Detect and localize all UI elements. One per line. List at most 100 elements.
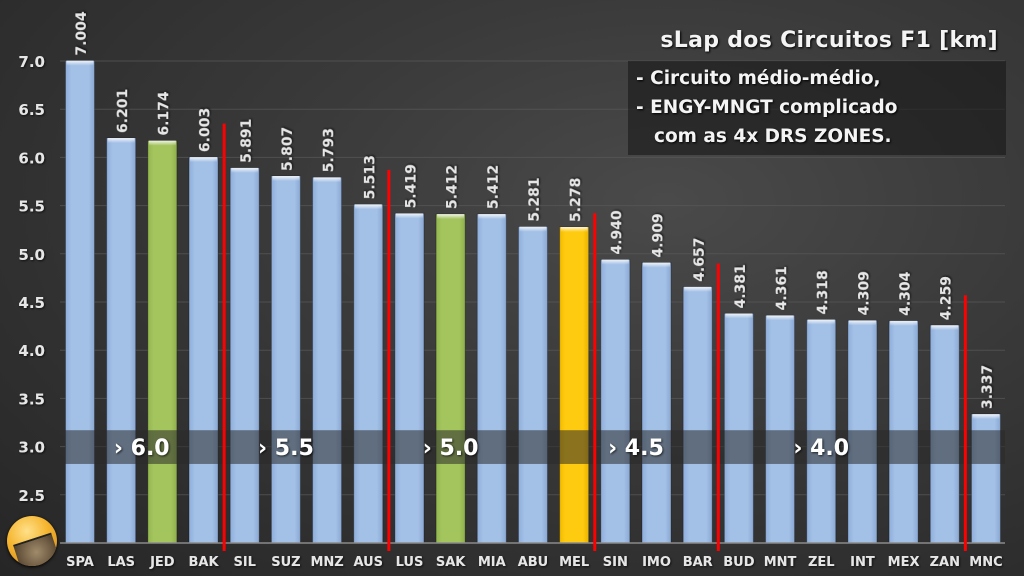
bar-bak xyxy=(188,156,219,544)
bar-bud xyxy=(723,312,754,544)
x-tick-label: MNZ xyxy=(310,555,343,570)
band-label: › 6.0 xyxy=(114,436,170,461)
x-tick-label: MEL xyxy=(559,555,589,570)
bar-imo xyxy=(641,262,672,544)
data-label: 7.004 xyxy=(74,11,90,56)
x-tick-label: SPA xyxy=(66,555,94,570)
data-label: 4.259 xyxy=(939,276,955,320)
bar-highlight xyxy=(643,262,671,268)
bar-mia xyxy=(476,213,507,544)
bar-highlight xyxy=(354,204,382,210)
bar-bar xyxy=(682,286,713,544)
y-tick-label: 7.0 xyxy=(18,53,45,71)
data-label: 4.361 xyxy=(774,266,790,310)
y-tick-label: 4.5 xyxy=(18,294,45,312)
band-label: › 4.0 xyxy=(793,436,849,461)
data-label: 4.318 xyxy=(815,270,831,314)
data-label: 5.891 xyxy=(239,119,255,163)
data-label: 4.309 xyxy=(856,271,872,315)
note-line-2: - ENGY-MNGT complicado xyxy=(636,97,898,118)
bar-lus xyxy=(394,212,425,544)
band-rect xyxy=(65,430,1005,464)
bar xyxy=(723,312,754,544)
bar xyxy=(353,203,384,544)
threshold-band: › 6.0 › 5.5 › 5.0 › 4.5 › 4.0 xyxy=(65,430,1005,464)
x-tick-label: LUS xyxy=(396,555,424,570)
x-tick-label: BAK xyxy=(189,555,220,570)
x-tick-label: JED xyxy=(149,555,175,570)
bar-highlight xyxy=(231,167,259,173)
bar-las xyxy=(106,137,137,544)
data-label: 5.419 xyxy=(403,164,419,208)
bar xyxy=(229,167,260,544)
band-label: › 4.5 xyxy=(608,436,664,461)
data-label: 6.003 xyxy=(198,108,214,152)
x-tick-label: MIA xyxy=(478,555,506,570)
bar-highlight xyxy=(437,214,465,220)
bar-highlight xyxy=(66,60,94,66)
x-tick-label: AUS xyxy=(353,555,383,570)
y-tick-label: 3.5 xyxy=(18,390,45,408)
notes-box: - Circuito médio-médio, - ENGY-MNGT comp… xyxy=(628,61,1006,155)
bar-jed xyxy=(147,140,178,544)
bar xyxy=(188,156,219,544)
bar-highlight xyxy=(601,259,629,265)
bar xyxy=(147,140,178,544)
x-tick-label: SUZ xyxy=(271,555,300,570)
x-tick-label: BUD xyxy=(723,555,754,570)
x-tick-label: INT xyxy=(850,555,875,570)
data-label: 4.909 xyxy=(651,213,667,257)
bar-mnz xyxy=(312,176,343,544)
band-label: › 5.0 xyxy=(423,436,479,461)
note-line-1: - Circuito médio-médio, xyxy=(636,68,881,89)
bar-highlight xyxy=(766,315,794,321)
note-line-3: com as 4x DRS ZONES. xyxy=(654,126,892,147)
y-axis: 2.5 3.0 3.5 4.0 4.5 5.0 5.5 6.0 6.5 7.0 xyxy=(18,53,45,505)
bar xyxy=(65,60,95,544)
x-tick-label: ABU xyxy=(518,555,549,570)
bar-highlight xyxy=(272,176,300,182)
bar-highlight xyxy=(148,140,176,146)
bar-highlight xyxy=(684,286,712,292)
data-label: 6.174 xyxy=(156,91,172,136)
bar xyxy=(600,259,631,544)
bar-highlight xyxy=(519,226,547,232)
y-tick-label: 6.5 xyxy=(18,101,45,119)
x-tick-label: MNC xyxy=(969,555,1002,570)
bar xyxy=(435,213,466,544)
bar-aus xyxy=(353,203,384,544)
bar xyxy=(270,175,301,544)
bar-highlight xyxy=(107,138,135,144)
bar xyxy=(765,314,796,544)
y-tick-label: 2.5 xyxy=(18,487,45,505)
x-tick-label: LAS xyxy=(107,555,135,570)
chart-title: sLap dos Circuitos F1 [km] xyxy=(660,28,998,53)
bar-highlight xyxy=(313,177,341,183)
x-tick-label: SIL xyxy=(233,555,255,570)
cat-face-icon xyxy=(13,532,57,566)
bar xyxy=(394,212,425,544)
data-label: 5.513 xyxy=(362,155,378,199)
x-tick-label: BAR xyxy=(683,555,713,570)
avatar xyxy=(7,516,57,566)
x-tick-label: IMO xyxy=(642,555,671,570)
bar xyxy=(476,213,507,544)
data-label: 5.412 xyxy=(445,165,461,209)
y-tick-label: 5.0 xyxy=(18,246,45,264)
x-tick-label: ZEL xyxy=(808,555,835,570)
data-label: 5.278 xyxy=(568,178,584,222)
bar-highlight xyxy=(395,213,423,219)
data-label: 5.281 xyxy=(527,177,543,221)
bar xyxy=(559,226,590,544)
bar-mel xyxy=(559,226,590,544)
x-tick-label: MNT xyxy=(764,555,797,570)
bar xyxy=(106,137,137,544)
bar-highlight xyxy=(190,157,218,163)
data-label: 4.381 xyxy=(733,264,749,308)
bar-sak xyxy=(435,213,466,544)
bar xyxy=(312,176,343,544)
bar-spa xyxy=(65,60,95,544)
data-labels: 7.004 6.201 6.174 6.003 5.891 5.807 5.793 5.513… xyxy=(74,11,996,409)
x-tick-label: SAK xyxy=(436,555,466,570)
